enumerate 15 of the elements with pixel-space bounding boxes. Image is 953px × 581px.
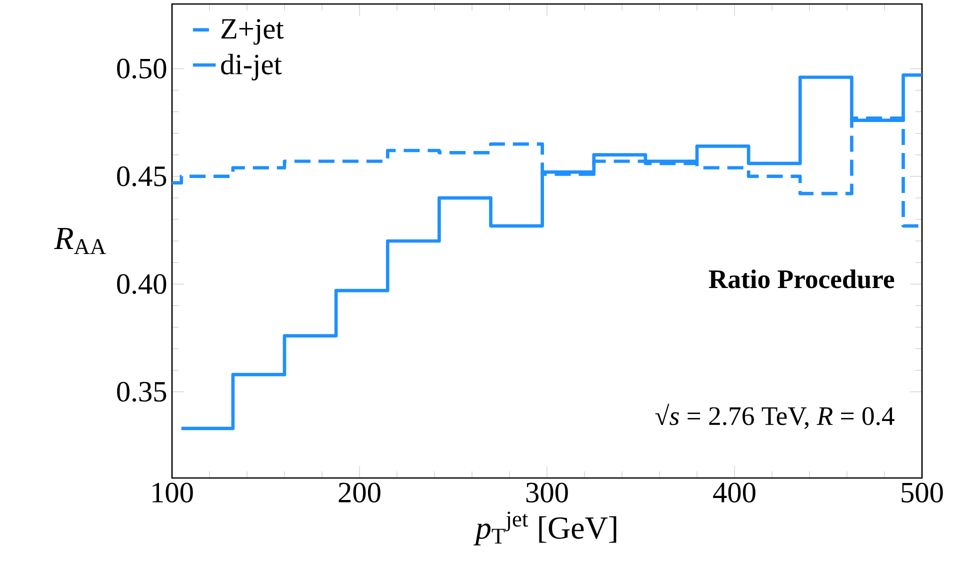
y-tick-label: 0.45 bbox=[117, 166, 166, 186]
x-tick-label: 300 bbox=[526, 482, 568, 502]
y-tick-label: 0.35 bbox=[117, 382, 166, 402]
x-tick-label: 200 bbox=[338, 482, 380, 502]
annotation: √s = 2.76 TeV, R = 0.4 bbox=[655, 404, 894, 429]
y-tick-label: 0.50 bbox=[117, 58, 166, 79]
x-tick-label: 500 bbox=[902, 482, 943, 502]
legend-label: Z+jet bbox=[221, 19, 284, 45]
x-tick-label: 400 bbox=[713, 482, 756, 502]
annotation: Ratio Procedure bbox=[708, 269, 894, 288]
y-axis-title: R$_{AA}$ bbox=[54, 228, 106, 254]
legend-label: di-jet bbox=[221, 54, 282, 80]
x-tick-label: 100 bbox=[152, 482, 193, 502]
y-tick-label: 0.40 bbox=[117, 274, 166, 294]
x-axis-title: p$_{T}$$^{jet}$ [GeV] bbox=[474, 512, 616, 546]
